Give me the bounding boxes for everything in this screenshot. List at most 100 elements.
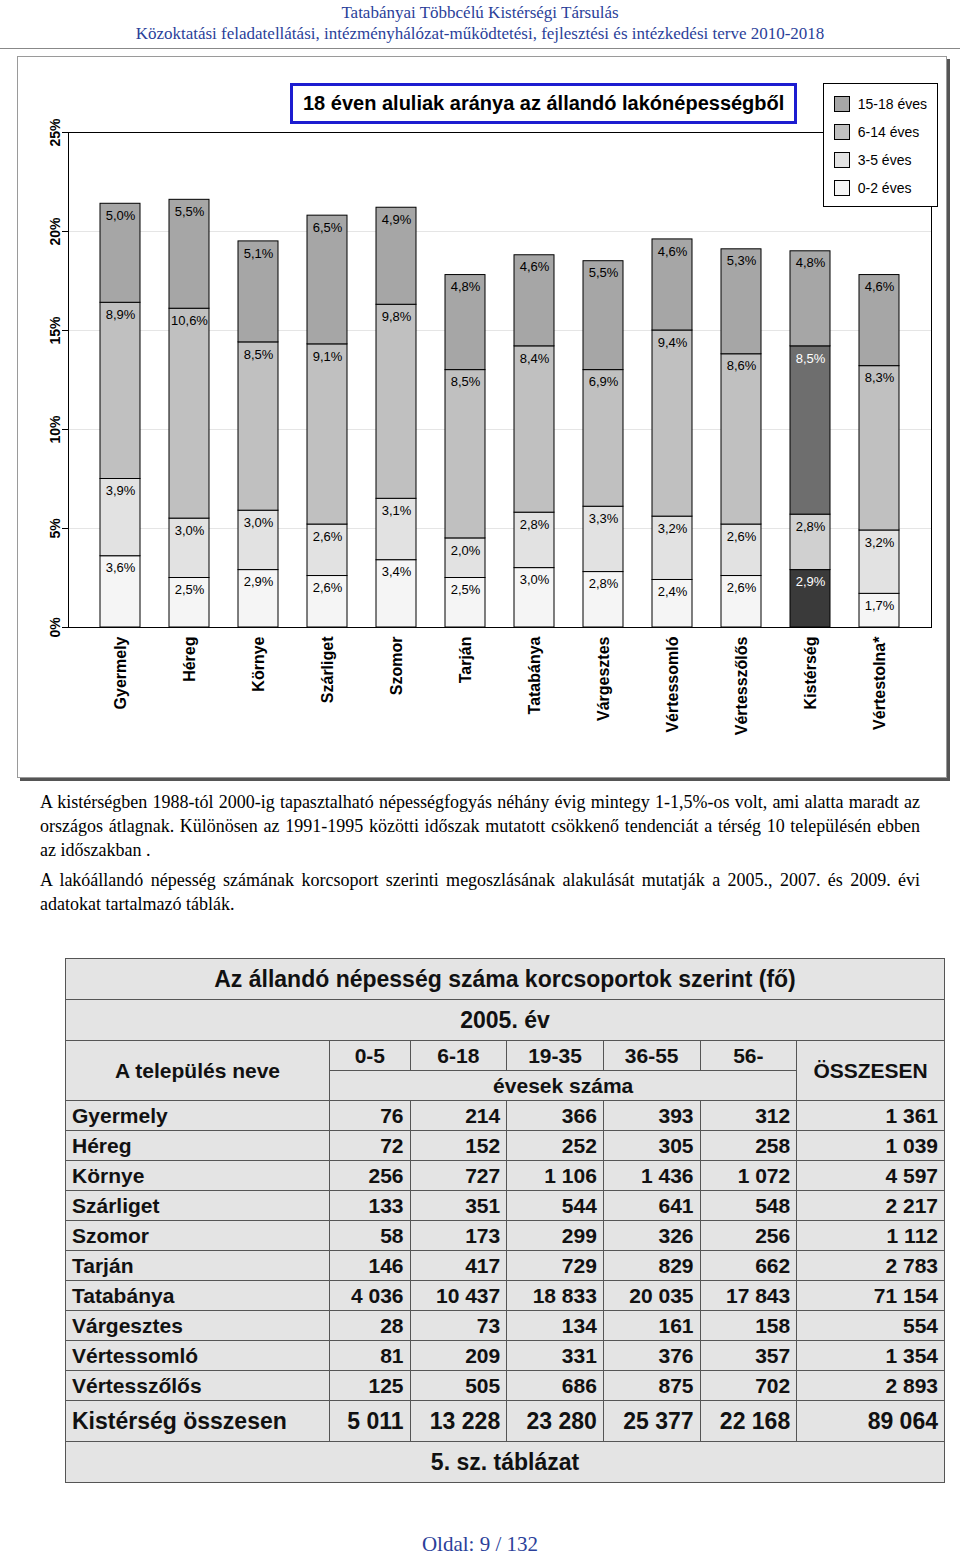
svg-text:Gyermely: Gyermely	[112, 636, 129, 709]
svg-text:3,3%: 3,3%	[589, 511, 619, 526]
svg-text:5,3%: 5,3%	[727, 253, 757, 268]
html-text:6-18: 6-18	[437, 1043, 480, 1067]
html-text:214: 214	[465, 1103, 501, 1127]
html-text:366: 366	[561, 1103, 597, 1127]
html-text:5 011: 5 011	[347, 1407, 404, 1434]
svg-text:10%: 10%	[47, 415, 63, 444]
svg-text:8,5%: 8,5%	[796, 351, 826, 366]
svg-text:Kistérség: Kistérség	[802, 637, 819, 710]
html-text:19-35: 19-35	[528, 1043, 582, 1067]
html-text:305: 305	[658, 1133, 694, 1157]
svg-text:8,9%: 8,9%	[106, 307, 136, 322]
svg-text:2,5%: 2,5%	[451, 582, 481, 597]
svg-text:9,4%: 9,4%	[658, 335, 688, 350]
svg-text:Vértesszőlős: Vértesszőlős	[733, 636, 750, 735]
html-text:1 039: 1 039	[885, 1133, 938, 1157]
html-text:5. sz. táblázat: 5. sz. táblázat	[430, 1448, 580, 1475]
svg-text:6,9%: 6,9%	[589, 374, 619, 389]
html-text:évesek száma: évesek száma	[493, 1073, 634, 1097]
svg-text:3,2%: 3,2%	[658, 521, 688, 536]
svg-text:6,5%: 6,5%	[313, 220, 343, 235]
svg-text:4,6%: 4,6%	[865, 279, 895, 294]
svg-text:8,5%: 8,5%	[451, 374, 481, 389]
html-text:A lakóállandó népesség számána: A lakóállandó népesség számának korcsopo…	[40, 870, 920, 914]
html-text:152: 152	[465, 1133, 501, 1157]
svg-text:5%: 5%	[47, 518, 63, 539]
html-text:25 377: 25 377	[623, 1407, 694, 1434]
svg-text:1,7%: 1,7%	[865, 598, 895, 613]
svg-text:2,6%: 2,6%	[313, 529, 343, 544]
svg-text:3,0%: 3,0%	[244, 515, 274, 530]
svg-text:2,8%: 2,8%	[589, 576, 619, 591]
html-text:ÖSSZESEN: ÖSSZESEN	[813, 1058, 928, 1082]
svg-text:9,1%: 9,1%	[313, 349, 343, 364]
svg-text:2,0%: 2,0%	[451, 543, 481, 558]
svg-text:5,1%: 5,1%	[244, 246, 274, 261]
svg-text:2,9%: 2,9%	[796, 574, 826, 589]
svg-text:Tarján: Tarján	[457, 637, 474, 684]
html-text:A település neve: A település neve	[115, 1058, 281, 1082]
svg-text:3,0%: 3,0%	[520, 572, 550, 587]
svg-text:20%: 20%	[47, 217, 63, 246]
html-text:258: 258	[755, 1133, 791, 1157]
html-text:Kistérség összesen: Kistérség összesen	[72, 1407, 287, 1434]
svg-text:2,9%: 2,9%	[244, 574, 274, 589]
svg-text:4,6%: 4,6%	[520, 259, 550, 274]
svg-text:2,6%: 2,6%	[727, 580, 757, 595]
svg-text:Szárliget: Szárliget	[319, 636, 336, 703]
svg-text:Vértestolna*: Vértestolna*	[871, 636, 888, 730]
html-text:Gyermely: Gyermely	[72, 1103, 168, 1127]
svg-text:9,8%: 9,8%	[382, 309, 412, 324]
html-text:13 228: 13 228	[429, 1407, 501, 1434]
svg-text:3,0%: 3,0%	[175, 523, 205, 538]
svg-text:2,8%: 2,8%	[520, 517, 550, 532]
svg-text:3,2%: 3,2%	[865, 535, 895, 550]
svg-text:2,4%: 2,4%	[658, 584, 688, 599]
svg-text:4,6%: 4,6%	[658, 244, 688, 259]
html-text:A kistérségben 1988-tól 2000-i: A kistérségben 1988-tól 2000-ig tapaszta…	[40, 792, 920, 860]
html-text:22 168: 22 168	[719, 1407, 791, 1434]
html-text:393: 393	[658, 1103, 694, 1127]
html-text:1 361: 1 361	[885, 1103, 938, 1127]
html-text:Héreg: Héreg	[72, 1133, 132, 1157]
html-text:2005. év: 2005. év	[460, 1006, 550, 1033]
svg-text:Környe: Környe	[250, 636, 267, 691]
svg-text:5,0%: 5,0%	[106, 208, 136, 223]
svg-text:10,6%: 10,6%	[171, 313, 208, 328]
html-text:72: 72	[380, 1133, 404, 1157]
svg-text:2,6%: 2,6%	[313, 580, 343, 595]
svg-text:15%: 15%	[47, 316, 63, 345]
svg-text:5,5%: 5,5%	[175, 204, 205, 219]
html-text:0-5: 0-5	[354, 1043, 385, 1067]
html-text:56-: 56-	[733, 1043, 764, 1067]
svg-text:2,5%: 2,5%	[175, 582, 205, 597]
html-text:Az állandó népesség száma korc: Az állandó népesség száma korcsoportok s…	[214, 965, 796, 992]
svg-text:8,4%: 8,4%	[520, 351, 550, 366]
svg-text:3,1%: 3,1%	[382, 503, 412, 518]
svg-text:3,4%: 3,4%	[382, 564, 412, 579]
svg-text:8,6%: 8,6%	[727, 358, 757, 373]
svg-text:4,8%: 4,8%	[451, 279, 481, 294]
html-text:76: 76	[380, 1103, 404, 1127]
svg-text:4,9%: 4,9%	[382, 212, 412, 227]
html-text:23 280: 23 280	[526, 1407, 597, 1434]
svg-text:Várgesztes: Várgesztes	[595, 636, 612, 721]
svg-text:Tatabánya: Tatabánya	[526, 636, 543, 714]
svg-text:3,6%: 3,6%	[106, 560, 136, 575]
html-text:252: 252	[561, 1133, 597, 1157]
svg-text:4,8%: 4,8%	[796, 255, 826, 270]
svg-text:Héreg: Héreg	[181, 637, 198, 682]
svg-text:25%: 25%	[47, 118, 63, 147]
svg-text:8,3%: 8,3%	[865, 370, 895, 385]
svg-text:Vértessomló: Vértessomló	[664, 636, 681, 732]
html-text:312: 312	[755, 1103, 791, 1127]
svg-text:5,5%: 5,5%	[589, 265, 619, 280]
svg-text:0%: 0%	[47, 617, 63, 638]
html-text:89 064: 89 064	[867, 1407, 938, 1434]
svg-text:3,9%: 3,9%	[106, 483, 136, 498]
svg-text:Szomor: Szomor	[388, 637, 405, 696]
html-text:36-55: 36-55	[624, 1043, 679, 1067]
svg-text:8,5%: 8,5%	[244, 347, 274, 362]
svg-text:2,6%: 2,6%	[727, 529, 757, 544]
svg-text:2,8%: 2,8%	[796, 519, 826, 534]
